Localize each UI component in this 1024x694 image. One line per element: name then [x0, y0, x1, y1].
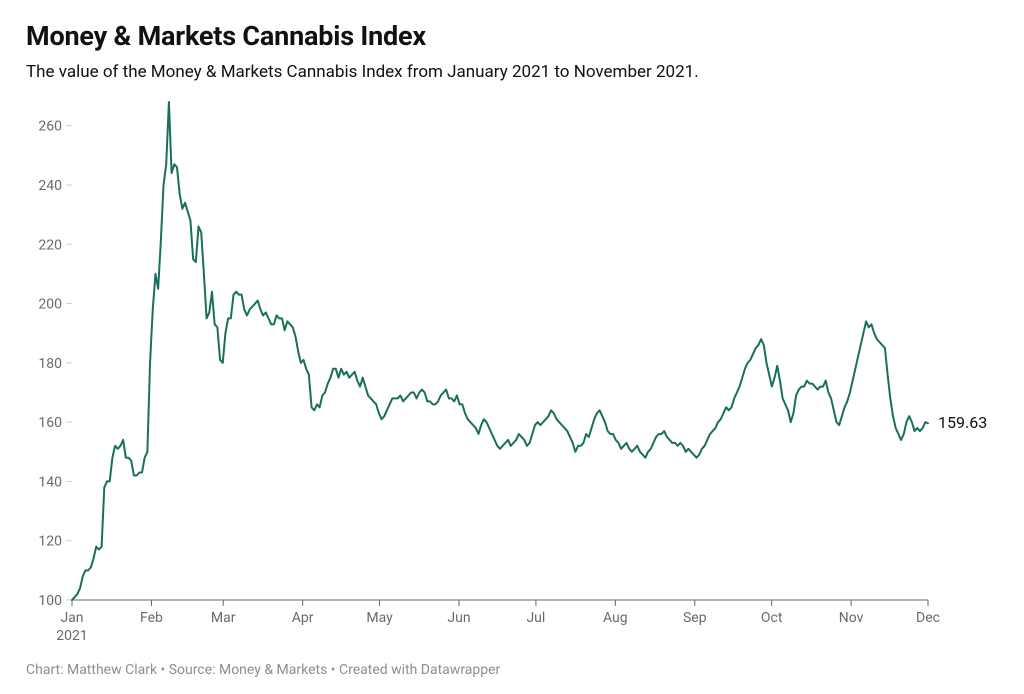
y-tick-label: 220 — [38, 237, 62, 253]
x-tick-label: May — [366, 610, 393, 626]
x-tick-label: Nov — [839, 610, 864, 626]
x-tick-label: Oct — [761, 610, 783, 626]
x-tick-label: Mar — [211, 610, 236, 626]
x-tick-label: Jul — [526, 610, 545, 626]
y-tick-label: 120 — [38, 534, 62, 550]
x-tick-label: Feb — [140, 610, 163, 626]
y-tick-label: 100 — [38, 593, 62, 609]
chart-area: 100 120 140 160 180 200 220 240 260 Jan 2021 Feb Mar… — [26, 96, 998, 648]
x-tick-label: Jun — [447, 610, 470, 626]
x-tick-label: Aug — [603, 610, 628, 626]
chart-subtitle: The value of the Money & Markets Cannabi… — [26, 62, 998, 82]
x-tick-sublabel: 2021 — [56, 628, 87, 644]
end-value-label: 159.63 — [938, 413, 987, 432]
index-line — [72, 102, 928, 600]
x-tick-label: Dec — [916, 610, 940, 626]
x-tick-label: Apr — [292, 610, 314, 626]
y-tick-label: 180 — [38, 356, 62, 372]
chart-footer-credit: Chart: Matthew Clark • Source: Money & M… — [26, 662, 998, 678]
y-tick-label: 160 — [38, 415, 62, 431]
y-tick-label: 140 — [38, 474, 62, 490]
chart-title: Money & Markets Cannabis Index — [26, 20, 998, 52]
y-tick-label: 260 — [38, 119, 62, 135]
line-chart-svg: 100 120 140 160 180 200 220 240 260 Jan 2021 Feb Mar… — [26, 96, 998, 648]
x-tick-label: Sep — [683, 610, 707, 626]
y-tick-label: 240 — [38, 178, 62, 194]
x-tick-label: Jan — [60, 610, 83, 626]
y-tick-label: 200 — [38, 297, 62, 313]
chart-container: Money & Markets Cannabis Index The value… — [0, 0, 1024, 694]
